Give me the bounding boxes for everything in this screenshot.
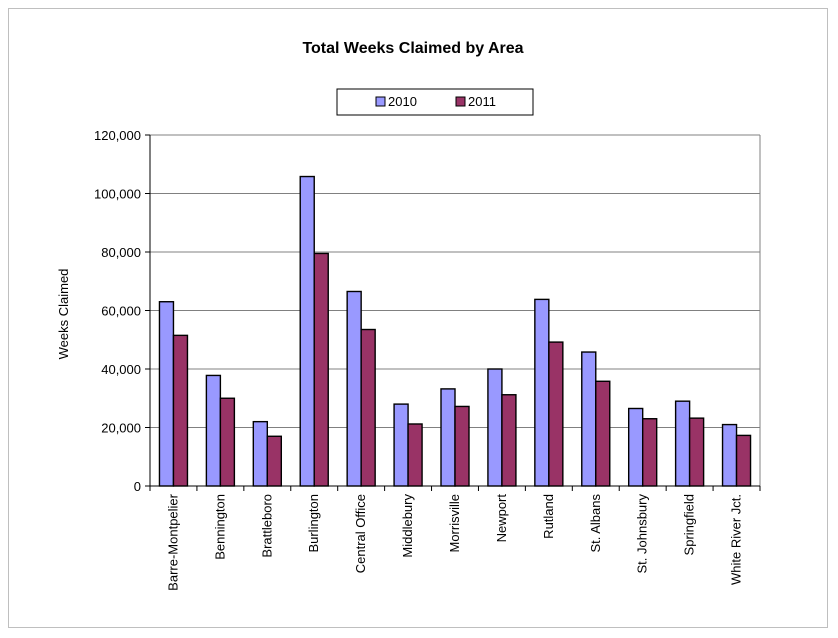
category-label: White River Jct.: [729, 494, 744, 585]
y-tick-label: 60,000: [101, 304, 141, 319]
legend-swatch-2011: [455, 96, 466, 107]
bar-2010-barre-montpelier: [158, 301, 175, 487]
bar-2011-springfield: [688, 417, 705, 487]
bar-2011-burlington: [313, 252, 329, 487]
category-label: Bennington: [212, 494, 227, 560]
y-tick-label: 100,000: [94, 187, 141, 202]
bar-2010-rutland: [534, 298, 550, 487]
bar-2010-burlington: [299, 175, 315, 487]
bar-2010-morrisville: [440, 388, 456, 487]
y-tick-label: 0: [134, 479, 141, 494]
y-axis-ticks: 0 20,000 40,000 60,000 80,000 100,000 120,000: [94, 128, 150, 494]
bar-2011-central-office: [360, 328, 376, 487]
bar-2010-springfield: [674, 400, 691, 487]
y-tick-label: 120,000: [94, 128, 141, 143]
legend-swatch-2010: [375, 96, 386, 107]
legend-box: [336, 88, 534, 116]
bar-2010-middlebury: [393, 403, 409, 487]
bar-2011-brattleboro: [266, 435, 283, 487]
legend-label-2010: 2010: [388, 94, 417, 109]
bar-2011-st-albans: [595, 380, 611, 487]
bar-2010-newport: [487, 368, 503, 487]
category-label: St. Albans: [588, 494, 603, 553]
bar-2011-white-river-jct-: [735, 434, 752, 487]
category-label: Middlebury: [400, 494, 415, 558]
x-axis-ticks: [149, 486, 761, 491]
category-label: Morrisville: [447, 494, 462, 553]
bar-2011-st-johnsbury: [641, 418, 658, 487]
category-label: Newport: [494, 494, 509, 543]
axes: [149, 135, 760, 487]
bar-2010-central-office: [346, 290, 362, 487]
category-label: Springfield: [682, 494, 697, 555]
bar-2011-middlebury: [407, 423, 423, 487]
bar-2010-st-albans: [581, 351, 597, 487]
y-tick-label: 20,000: [101, 421, 141, 436]
legend: 2010 2011: [336, 88, 534, 116]
category-label: Central Office: [353, 494, 368, 573]
y-tick-label: 40,000: [101, 362, 141, 377]
bar-2011-bennington: [219, 397, 236, 487]
y-axis-label: Weeks Claimed: [56, 269, 71, 360]
bar-2011-barre-montpelier: [172, 334, 189, 487]
category-label: Burlington: [306, 494, 321, 553]
y-tick-label: 80,000: [101, 245, 141, 260]
legend-label-2011: 2011: [468, 94, 496, 109]
gridlines: [150, 134, 761, 486]
category-labels: Barre-Montpelier Bennington Brattleboro Bur…: [165, 493, 743, 590]
bar-2011-morrisville: [454, 405, 470, 487]
bar-2010-brattleboro: [252, 420, 269, 487]
bar-2010-white-river-jct-: [721, 423, 738, 487]
category-label: Rutland: [541, 494, 556, 539]
bar-2010-bennington: [205, 374, 222, 487]
bars: [158, 175, 752, 487]
bar-2010-st-johnsbury: [627, 407, 644, 487]
category-label: Brattleboro: [259, 494, 274, 558]
category-label: Barre-Montpelier: [165, 493, 180, 590]
bar-2011-newport: [501, 394, 517, 487]
category-label: St. Johnsbury: [635, 494, 650, 574]
chart-title: Total Weeks Claimed by Area: [302, 40, 523, 57]
bar-2011-rutland: [548, 341, 564, 487]
